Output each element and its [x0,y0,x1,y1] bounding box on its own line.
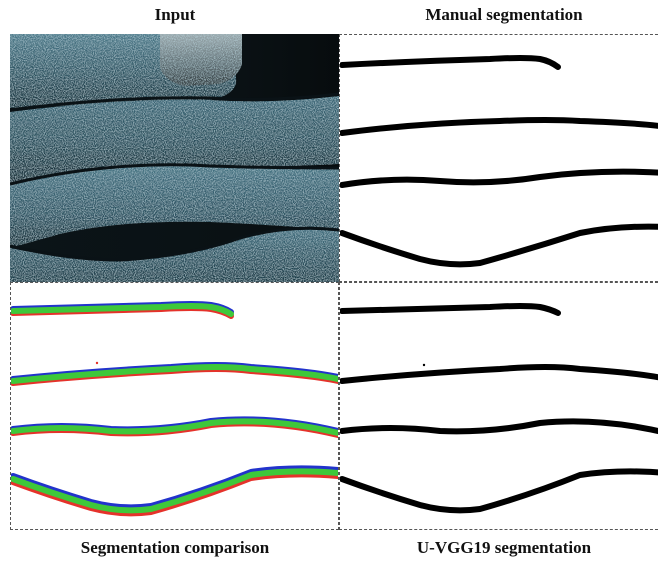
comparison-line-1 [11,303,234,317]
manual-segmentation-mask [340,55,658,268]
uvgg19-segmentation-panel [339,282,658,530]
uvgg-line-1 [340,303,561,316]
comparison-line-4 [11,468,338,514]
caption-input: Input [154,5,196,24]
caption-uvgg19-segmentation: U-VGG19 segmentation [416,538,592,557]
manual-line-4 [340,223,658,268]
comparison-overlay [11,301,338,517]
segmentation-comparison-panel [10,282,339,530]
manual-line-2 [340,117,658,136]
manual-line-3 [340,168,658,188]
manual-segmentation-panel [339,34,658,282]
caption-manual-segmentation: Manual segmentation [425,5,583,24]
comparison-line-3 [11,418,338,436]
uvgg19-segmentation-mask [340,303,658,514]
uvgg-line-2 [340,364,658,384]
comparison-line-2 [11,364,338,384]
uvgg-line-3 [340,418,658,435]
uvgg-line-4 [340,468,658,514]
input-image [10,34,339,282]
manual-line-1 [340,55,561,70]
input-photo [10,34,339,282]
caption-segmentation-comparison: Segmentation comparison [80,538,270,557]
